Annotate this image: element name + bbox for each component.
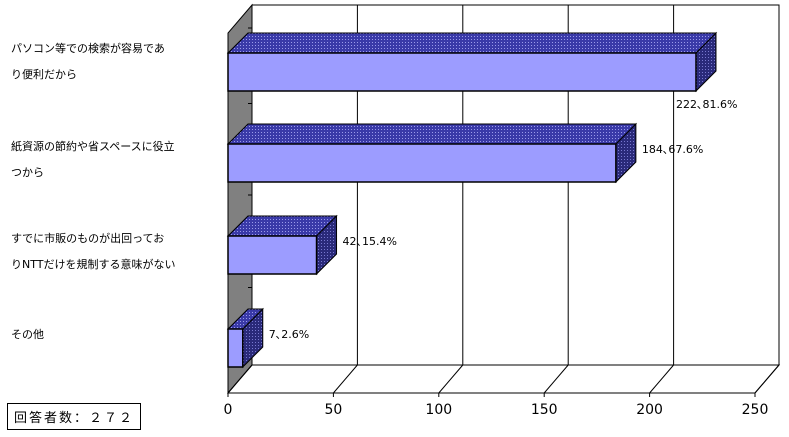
category-label-line: その他 [11, 328, 44, 341]
floor-gridline [649, 364, 674, 394]
category-label-line: パソコン等での検索が容易であ [11, 42, 165, 55]
category-label-line: りNTTだけを規制する意味がない [11, 258, 176, 271]
x-tick-label: 50 [324, 402, 342, 418]
floor-gridline [227, 364, 253, 394]
x-tick-label: 250 [742, 402, 769, 418]
data-label: 42､15.4% [343, 235, 397, 248]
floor-gridline [333, 364, 358, 394]
bar [227, 143, 617, 183]
data-label: 222､81.6% [676, 98, 737, 111]
category-label-line: つから [11, 166, 44, 179]
data-label: 184､67.6% [642, 143, 703, 156]
category-label-line: すでに市販のものが出回ってお [11, 232, 165, 245]
bar [227, 52, 697, 92]
data-label: 7､2.6% [269, 328, 309, 341]
bar [227, 235, 318, 275]
category-label: パソコン等での検索が容易であ り便利だから [11, 36, 165, 88]
category-label: すでに市販のものが出回ってお りNTTだけを規制する意味がない [11, 226, 175, 278]
floor-gridline [543, 364, 569, 394]
x-tick-label: 150 [531, 402, 558, 418]
x-tick-label: 200 [636, 402, 663, 418]
x-axis-ticks: 0 50 100 150 200 250 [224, 393, 769, 418]
bar-top [226, 32, 718, 54]
floor-gridline [438, 364, 464, 394]
x-tick-label: 100 [425, 402, 452, 418]
floor [226, 364, 781, 394]
floor-gridline [754, 364, 780, 394]
bar [227, 328, 244, 368]
bar-top [226, 123, 638, 145]
category-label: 紙資源の節約や省スペースに役立 つから [11, 134, 175, 186]
data-labels: 222､81.6% 184､67.6% 42､15.4% 7､2.6% [269, 98, 738, 341]
category-label-line: り便利だから [11, 68, 77, 81]
bars [226, 31, 718, 369]
category-label: その他 [11, 322, 44, 348]
respondent-count-box: 回答者数：２７２ [7, 403, 142, 430]
category-label-line: 紙資源の節約や省スペースに役立 [11, 140, 175, 153]
x-tick-label: 0 [224, 402, 233, 418]
